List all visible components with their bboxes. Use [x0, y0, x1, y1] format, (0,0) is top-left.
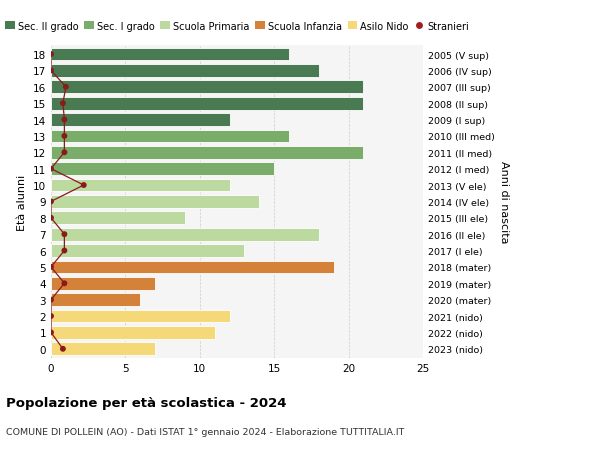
- Point: [59, 247, 69, 255]
- Point: [46, 313, 56, 320]
- Bar: [51, 294, 140, 306]
- Point: [61, 84, 71, 91]
- Point: [46, 329, 56, 336]
- Bar: [51, 49, 289, 61]
- Text: COMUNE DI POLLEIN (AO) - Dati ISTAT 1° gennaio 2024 - Elaborazione TUTTITALIA.IT: COMUNE DI POLLEIN (AO) - Dati ISTAT 1° g…: [6, 427, 404, 436]
- Y-axis label: Età alunni: Età alunni: [17, 174, 28, 230]
- Point: [58, 345, 68, 353]
- Bar: [51, 277, 155, 290]
- Point: [46, 198, 56, 206]
- Bar: [51, 65, 319, 78]
- Point: [79, 182, 89, 189]
- Bar: [51, 81, 364, 94]
- Bar: [51, 343, 155, 355]
- Point: [46, 215, 56, 222]
- Y-axis label: Anni di nascita: Anni di nascita: [499, 161, 509, 243]
- Point: [46, 263, 56, 271]
- Bar: [51, 163, 274, 176]
- Bar: [51, 130, 289, 143]
- Point: [46, 166, 56, 173]
- Bar: [51, 98, 364, 110]
- Bar: [51, 179, 230, 192]
- Bar: [51, 245, 244, 257]
- Point: [59, 231, 69, 238]
- Point: [46, 51, 56, 59]
- Bar: [51, 326, 215, 339]
- Bar: [51, 228, 319, 241]
- Legend: Sec. II grado, Sec. I grado, Scuola Primaria, Scuola Infanzia, Asilo Nido, Stran: Sec. II grado, Sec. I grado, Scuola Prim…: [5, 22, 469, 32]
- Text: Popolazione per età scolastica - 2024: Popolazione per età scolastica - 2024: [6, 396, 287, 409]
- Point: [59, 117, 69, 124]
- Point: [59, 280, 69, 287]
- Bar: [51, 310, 230, 323]
- Point: [46, 67, 56, 75]
- Point: [59, 133, 69, 140]
- Point: [59, 149, 69, 157]
- Bar: [51, 196, 259, 208]
- Point: [46, 297, 56, 304]
- Bar: [51, 114, 230, 127]
- Bar: [51, 261, 334, 274]
- Bar: [51, 212, 185, 224]
- Point: [58, 100, 68, 107]
- Bar: [51, 146, 364, 159]
